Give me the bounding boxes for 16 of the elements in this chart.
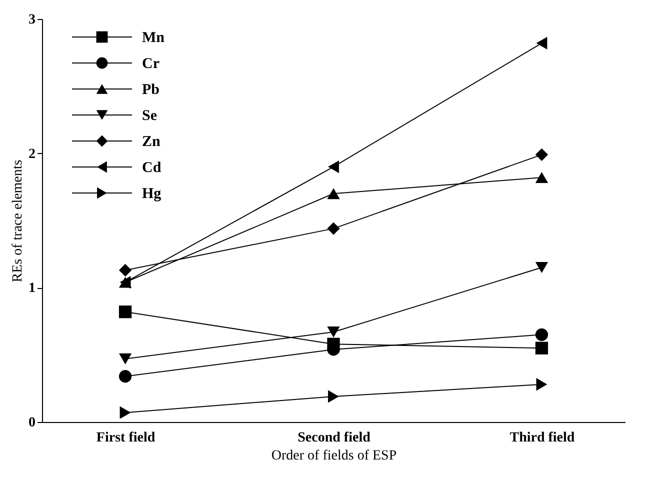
x-tick-label: Second field — [298, 430, 371, 446]
legend-label: Zn — [142, 134, 162, 150]
y-tick-label: 2 — [28, 146, 36, 162]
x-tick-label: First field — [96, 430, 156, 446]
legend-label: Se — [142, 108, 158, 124]
x-axis-title: Order of fields of ESP — [271, 448, 397, 464]
y-tick-label: 1 — [28, 281, 36, 296]
legend-label: Cr — [142, 56, 160, 72]
y-axis-title: REs of trace elements — [10, 160, 26, 282]
legend-label: Cd — [142, 160, 162, 176]
legend-label: Mn — [142, 30, 166, 46]
legend-label: Hg — [142, 186, 162, 202]
y-tick-label: 0 — [28, 416, 36, 430]
y-tick-label: 3 — [28, 12, 36, 28]
x-tick-label: Third field — [510, 430, 575, 446]
legend-label: Pb — [142, 82, 160, 98]
